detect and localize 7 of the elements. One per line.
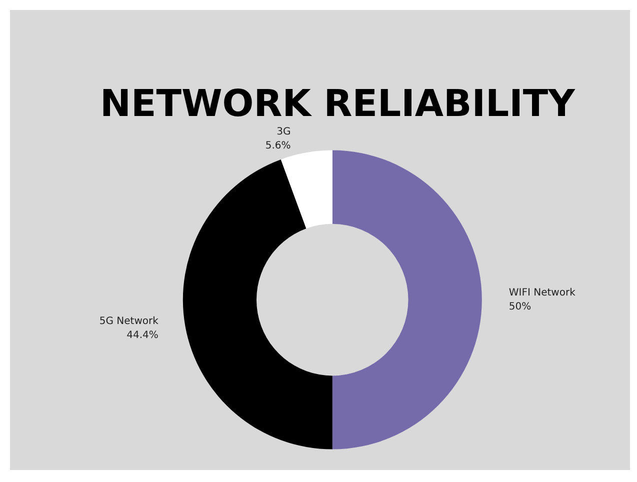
slice-label: 3G: [276, 126, 291, 138]
data-label: 50%: [508, 301, 532, 312]
slice-label: WIFI Network: [508, 287, 576, 298]
data-label: 5.6%: [265, 140, 291, 152]
slice-label: 5G Network: [99, 316, 159, 327]
data-label: 44.4%: [126, 330, 158, 341]
chart-title: NETWORK RELIABILITY: [100, 82, 576, 125]
